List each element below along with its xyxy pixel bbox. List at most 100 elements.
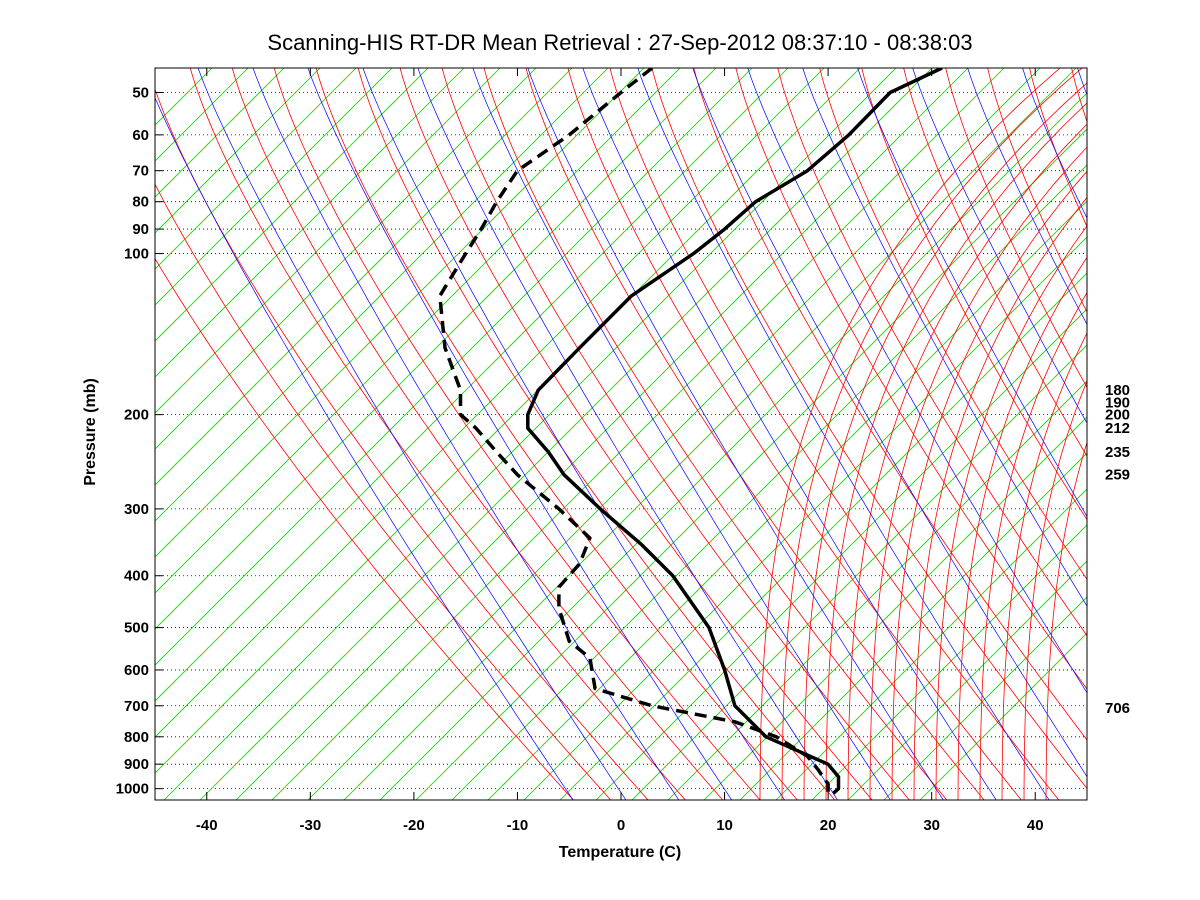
y-tick-label: 80 <box>132 194 149 211</box>
isotherm-line <box>155 68 717 630</box>
dewpoint-profile-line <box>438 68 830 796</box>
isotherm-line <box>307 68 1041 800</box>
isotherm-line <box>199 68 933 800</box>
x-tick-label: 0 <box>617 817 625 834</box>
moist-adiabat-line <box>472 68 891 800</box>
isotherm-line <box>155 68 825 738</box>
dry-adiabat-line <box>903 68 1087 457</box>
moist-adiabat-line <box>197 68 627 800</box>
isotherm-line <box>155 68 501 414</box>
isotherm-line <box>343 68 1077 800</box>
isotherm-line <box>847 560 1087 800</box>
profile-series <box>438 68 943 796</box>
moist-adiabat-line <box>582 68 997 800</box>
moist-adiabat-line <box>857 68 1087 518</box>
x-tick-label: -40 <box>196 817 218 834</box>
y-tick-label: 800 <box>124 729 149 746</box>
isotherm-line <box>155 68 465 378</box>
level-annotation: 235 <box>1105 444 1130 461</box>
moist-adiabat-line <box>912 68 1087 424</box>
isotherm-line <box>523 236 1087 800</box>
dry-adiabat-line <box>693 68 1087 741</box>
dry-adiabat-line <box>777 68 1087 637</box>
dry-adiabat-line <box>525 68 985 800</box>
isotherm-line <box>155 68 285 198</box>
saturation-line <box>869 146 1087 800</box>
moist-adiabat-line <box>307 68 733 800</box>
saturation-line <box>957 256 1087 800</box>
y-tick-label: 70 <box>132 163 149 180</box>
dry-adiabat-line <box>1029 68 1087 228</box>
y-tick-label: 50 <box>132 84 149 101</box>
dry-adiabat-line <box>357 68 836 800</box>
level-annotation: 706 <box>1105 700 1130 717</box>
isotherm-line <box>451 164 1087 800</box>
isotherm-line <box>155 68 609 522</box>
y-tick-label: 60 <box>132 127 149 144</box>
y-tick-label: 90 <box>132 221 149 238</box>
y-tick-label: 700 <box>124 698 149 715</box>
moist-adiabat-line <box>1077 68 1087 96</box>
saturation-line <box>891 170 1087 800</box>
isotherm-line <box>559 272 1087 800</box>
x-tick-label: -10 <box>507 817 529 834</box>
dry-adiabat-line <box>945 68 1087 389</box>
dry-adiabat-line <box>651 68 1087 790</box>
dry-adiabat-line <box>399 68 873 800</box>
level-annotation: 200 <box>1105 407 1130 424</box>
pressure-gridlines <box>155 92 1087 790</box>
saturation-line <box>1023 380 1087 800</box>
dry-adiabat-line <box>567 68 1022 800</box>
y-axis-ticks: 50 60 70 80 90 100 200 300 400 500 600 700 800 900 100… <box>116 84 163 798</box>
level-annotation: 212 <box>1105 420 1130 437</box>
isotherm-line <box>703 416 1087 800</box>
dry-adiabat-line <box>155 257 574 800</box>
dry-adiabat-line <box>189 68 686 800</box>
isotherm-line <box>811 524 1087 800</box>
x-tick-label: 10 <box>716 817 733 834</box>
saturation-line <box>1045 441 1087 800</box>
saturation-line <box>759 68 1061 800</box>
plot-frame <box>154 67 1088 801</box>
y-tick-label: 1000 <box>116 781 149 798</box>
level-annotation: 190 <box>1105 395 1130 412</box>
moist-adiabat-line <box>252 68 680 800</box>
dry-adiabat-line <box>609 68 1060 800</box>
isotherm-line <box>775 488 1087 800</box>
dry-adiabat-line <box>155 183 612 800</box>
moist-adiabat-line <box>417 68 838 800</box>
dry-adiabat-line <box>861 68 1087 521</box>
isotherm-line <box>155 68 393 306</box>
y-tick-label: 900 <box>124 756 149 773</box>
y-tick-label: 100 <box>124 246 149 263</box>
isotherm-line <box>155 68 321 234</box>
isotherm-line <box>235 68 969 800</box>
saturation-line <box>979 291 1087 800</box>
dry-adiabat-line <box>441 68 910 800</box>
dry-adiabat-line <box>273 68 761 800</box>
moist-adiabat-line <box>802 68 1087 607</box>
isotherm-line <box>379 92 1087 800</box>
chart-title: Scanning-HIS RT-DR Mean Retrieval : 27-S… <box>267 30 973 55</box>
temperature-profile-line <box>526 68 943 795</box>
isotherm-line <box>883 596 1087 800</box>
moist-adiabat-line <box>637 68 1050 800</box>
moist-adiabat-line <box>747 68 1087 694</box>
isotherm-line <box>155 68 645 558</box>
background-lines <box>155 68 1087 800</box>
x-tick-label: 30 <box>923 817 940 834</box>
saturation-line <box>847 123 1087 800</box>
saturation-line <box>935 225 1087 800</box>
saturation-line <box>825 102 1087 800</box>
x-tick-label: -30 <box>299 817 321 834</box>
x-tick-label: 20 <box>820 817 837 834</box>
y-tick-label: 200 <box>124 407 149 424</box>
y-tick-label: 500 <box>124 620 149 637</box>
isotherm-line <box>631 344 1087 800</box>
level-annotation: 180 <box>1105 382 1130 399</box>
moist-adiabat-line <box>692 68 1087 778</box>
isotherm-line <box>155 68 357 270</box>
dry-adiabat-line <box>987 68 1087 313</box>
